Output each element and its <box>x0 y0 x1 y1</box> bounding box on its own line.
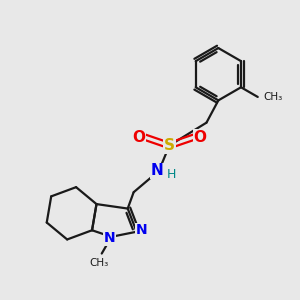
Text: S: S <box>164 138 175 153</box>
Text: O: O <box>132 130 145 145</box>
Text: H: H <box>167 168 176 181</box>
Text: N: N <box>136 223 148 237</box>
Text: CH₃: CH₃ <box>89 258 108 268</box>
Text: N: N <box>104 231 116 245</box>
Text: N: N <box>151 163 164 178</box>
Text: O: O <box>194 130 207 145</box>
Text: CH₃: CH₃ <box>263 92 282 102</box>
